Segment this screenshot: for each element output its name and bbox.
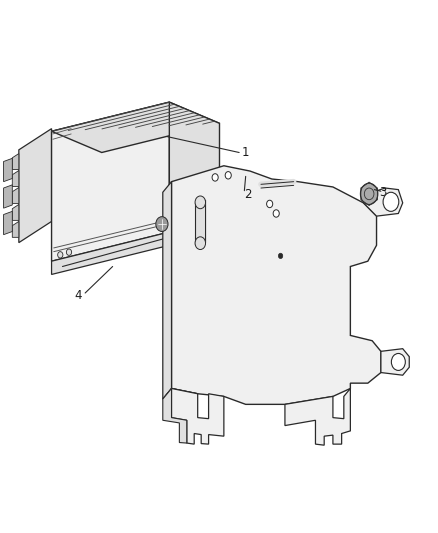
Polygon shape (12, 171, 19, 187)
Polygon shape (363, 188, 402, 216)
Polygon shape (51, 102, 169, 261)
Polygon shape (4, 185, 12, 208)
Polygon shape (162, 182, 171, 399)
Polygon shape (380, 349, 408, 375)
Circle shape (194, 196, 205, 209)
Polygon shape (162, 389, 186, 443)
Circle shape (272, 210, 279, 217)
Polygon shape (171, 166, 380, 405)
Circle shape (278, 253, 282, 259)
Circle shape (391, 353, 404, 370)
Polygon shape (12, 205, 19, 220)
Polygon shape (162, 389, 197, 405)
Polygon shape (4, 212, 12, 235)
Polygon shape (51, 232, 219, 274)
Text: 2: 2 (244, 189, 251, 201)
Polygon shape (12, 154, 19, 169)
Text: 1: 1 (241, 146, 249, 159)
Polygon shape (12, 221, 19, 237)
Polygon shape (4, 158, 12, 182)
Circle shape (382, 192, 398, 212)
Circle shape (155, 216, 168, 231)
Polygon shape (12, 188, 19, 204)
Polygon shape (19, 128, 51, 243)
Polygon shape (169, 102, 219, 253)
Text: 4: 4 (74, 289, 81, 302)
Circle shape (360, 183, 377, 205)
Circle shape (57, 252, 63, 258)
Polygon shape (195, 200, 205, 245)
Polygon shape (171, 389, 223, 444)
Circle shape (194, 237, 205, 249)
Circle shape (212, 174, 218, 181)
Circle shape (66, 249, 71, 255)
Circle shape (266, 200, 272, 208)
Circle shape (225, 172, 231, 179)
Text: 3: 3 (378, 186, 386, 199)
Polygon shape (51, 102, 219, 152)
Polygon shape (284, 389, 350, 445)
